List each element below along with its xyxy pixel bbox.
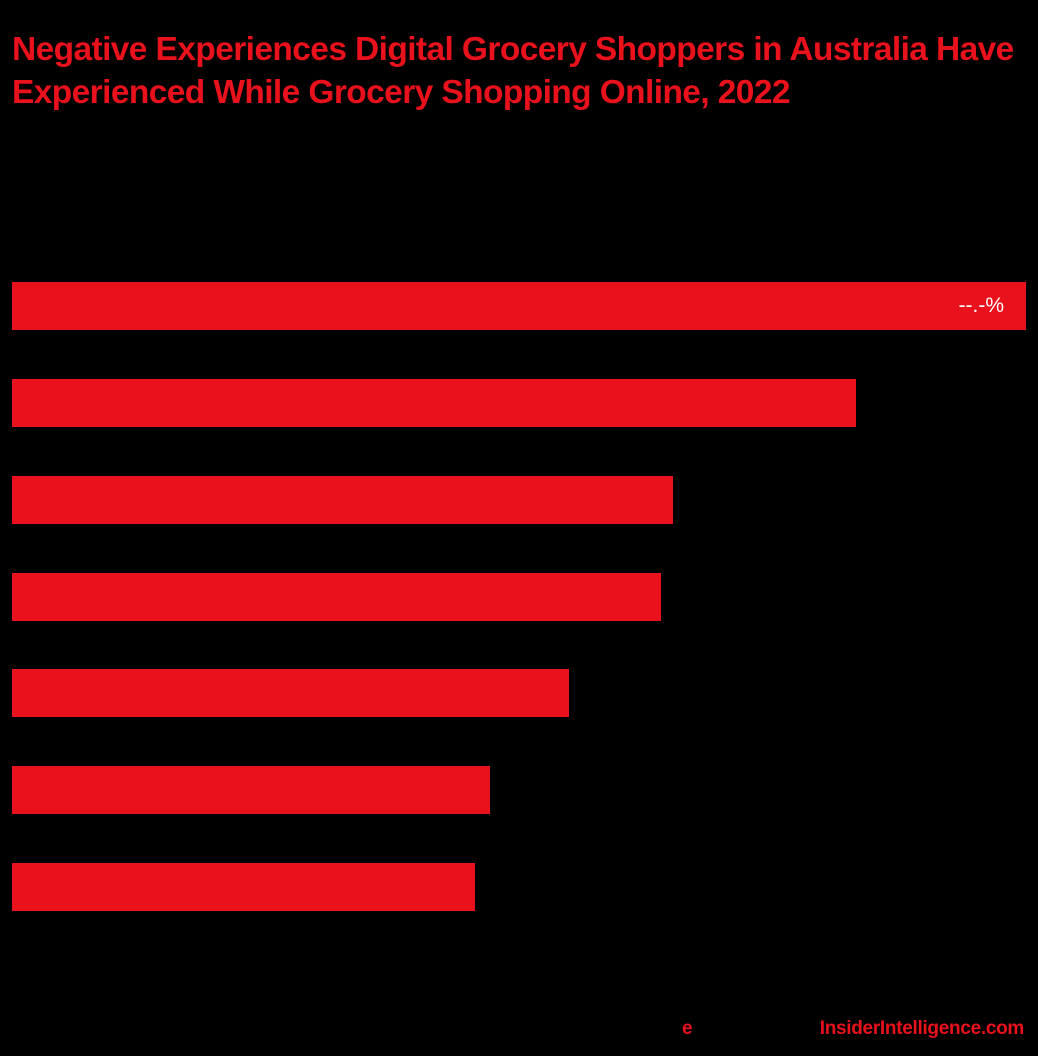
bar-7 xyxy=(12,863,475,911)
source-site-link[interactable]: InsiderIntelligence.com xyxy=(819,1018,1025,1039)
emarketer-logo: e xyxy=(682,1018,693,1039)
bar-2 xyxy=(12,379,856,427)
bar-1-value-label: --.-% xyxy=(958,294,1005,317)
bar-chart-plot-area: --.-% xyxy=(12,282,1026,912)
chart-title: Negative Experiences Digital Grocery Sho… xyxy=(12,31,1014,111)
bar-4 xyxy=(12,573,661,621)
bar-1: --.-% xyxy=(12,282,1026,330)
bar-3 xyxy=(12,476,673,524)
footer: e InsiderIntelligence.com xyxy=(0,1018,1038,1048)
bar-6 xyxy=(12,766,490,814)
bar-5 xyxy=(12,669,569,717)
